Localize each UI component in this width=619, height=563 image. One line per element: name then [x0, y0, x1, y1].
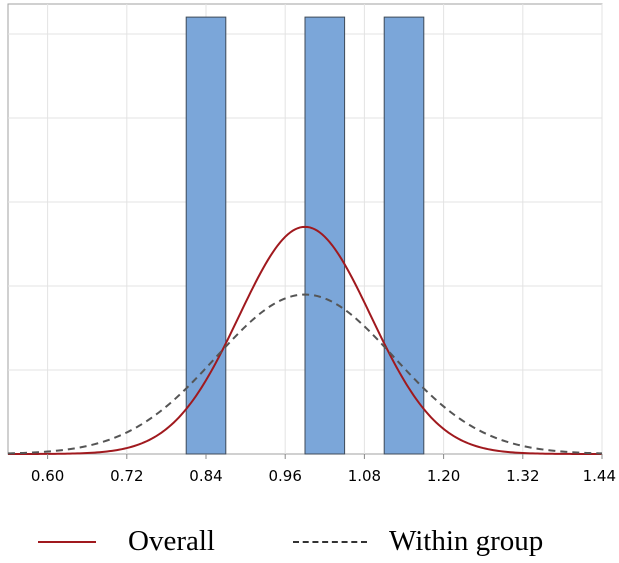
x-tick-label: 0.60	[31, 467, 64, 485]
x-tick-label: 1.20	[427, 467, 460, 485]
legend-label-overall: Overall	[128, 525, 215, 557]
legend: Overall Within group	[0, 520, 619, 563]
distribution-curves	[7, 225, 603, 455]
legend-item-overall: Overall	[38, 520, 215, 563]
overall-curve	[8, 225, 602, 455]
solid-line-swatch-icon	[38, 540, 96, 543]
histogram-bar	[383, 16, 425, 455]
histogram-bar	[185, 16, 227, 455]
within-group-curve	[7, 293, 603, 455]
legend-label-within-group: Within group	[389, 525, 544, 557]
histogram-chart: 0.60 0.72 0.84 0.96 1.08 1.20 1.32 1.44	[7, 3, 616, 485]
histogram-bars	[185, 16, 425, 455]
x-tick-label: 0.72	[110, 467, 143, 485]
dashed-line-swatch-icon	[293, 540, 367, 543]
x-tick-label: 0.84	[189, 467, 222, 485]
x-tick-label: 0.96	[268, 467, 301, 485]
x-axis-ticks: 0.60 0.72 0.84 0.96 1.08 1.20 1.32 1.44	[31, 454, 616, 485]
x-tick-label: 1.32	[506, 467, 539, 485]
x-tick-label: 1.08	[348, 467, 381, 485]
legend-item-within-group: Within group	[293, 520, 543, 563]
x-tick-label: 1.44	[583, 467, 616, 485]
